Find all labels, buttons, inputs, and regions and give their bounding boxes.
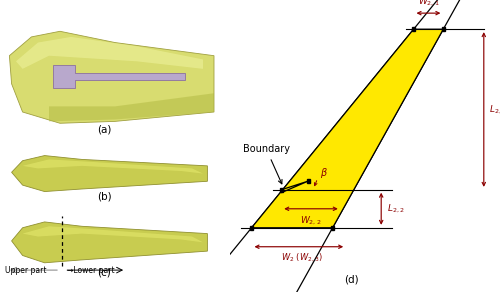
Text: $L_{2,2}$: $L_{2,2}$ — [386, 203, 404, 215]
Text: (d): (d) — [344, 275, 359, 285]
Text: (a): (a) — [97, 124, 111, 135]
Polygon shape — [22, 159, 203, 173]
Polygon shape — [12, 156, 207, 192]
Text: (c): (c) — [97, 267, 111, 277]
Text: $W_2$ $(W_{2,3})$: $W_2$ $(W_{2,3})$ — [280, 252, 322, 264]
Text: Boundary: Boundary — [243, 145, 290, 184]
Polygon shape — [331, 226, 334, 230]
Polygon shape — [250, 226, 253, 230]
Polygon shape — [306, 179, 310, 183]
Polygon shape — [12, 222, 207, 263]
Polygon shape — [10, 31, 214, 123]
Polygon shape — [252, 29, 444, 228]
Polygon shape — [412, 27, 415, 31]
Text: $W_{2,2}$: $W_{2,2}$ — [300, 215, 322, 227]
Text: (b): (b) — [96, 192, 112, 202]
Text: $L_{2,1}$: $L_{2,1}$ — [488, 103, 500, 116]
Polygon shape — [16, 37, 203, 69]
Polygon shape — [442, 27, 445, 31]
Polygon shape — [54, 65, 186, 88]
Text: Upper part: Upper part — [5, 266, 46, 274]
Text: $W_{2,1}$: $W_{2,1}$ — [418, 0, 440, 8]
Polygon shape — [22, 226, 203, 242]
Polygon shape — [280, 188, 283, 192]
Text: $\beta$: $\beta$ — [320, 166, 328, 180]
Polygon shape — [49, 93, 214, 121]
Polygon shape — [282, 181, 308, 193]
Text: →Lower part: →Lower part — [66, 266, 114, 274]
